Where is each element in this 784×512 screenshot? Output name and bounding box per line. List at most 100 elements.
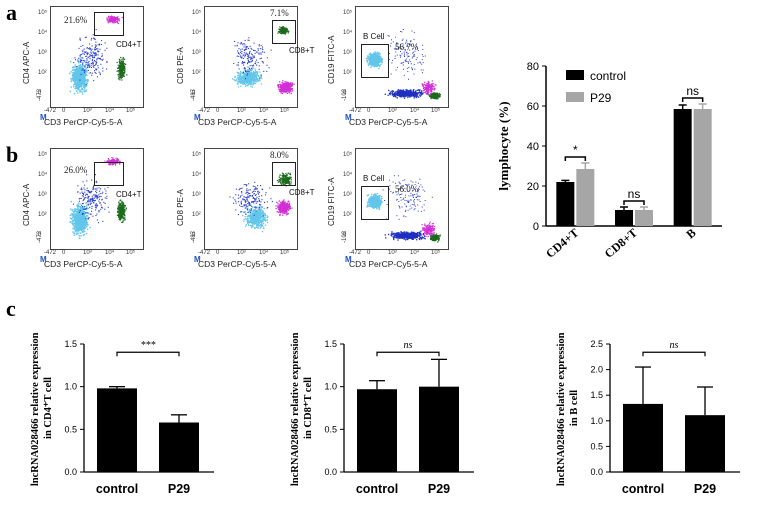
scatter-dots	[232, 26, 295, 95]
significance-label: *	[573, 143, 578, 157]
y-axis-label: CD4 APC-A	[22, 183, 31, 226]
y-axis-title: lncRNA028466 relative expression in CD4⁺…	[30, 330, 54, 486]
flow-plot-cd8-row-a	[204, 6, 298, 108]
y-axis-label: CD19 FITC-A	[327, 35, 336, 84]
gate-box	[272, 162, 296, 186]
y-tick-label: -472	[37, 88, 43, 101]
y-tick-label: 10²	[192, 70, 201, 76]
legend-label-P29: P29	[590, 91, 612, 105]
y-tick-label: 40	[527, 141, 539, 153]
gate-box	[94, 162, 124, 186]
x-tick-label: 0	[62, 250, 66, 256]
bar-P29	[419, 386, 459, 472]
significance-bracket	[376, 351, 440, 357]
scatter-dots	[69, 157, 127, 240]
scatter-dots	[366, 29, 441, 100]
gate-box	[361, 44, 389, 78]
bar-control-CD4+T	[556, 182, 575, 226]
gate-label: CD4+T	[116, 190, 142, 199]
y-tick-label: 10³	[343, 192, 352, 198]
y-tick-label: 0.5	[324, 424, 337, 434]
significance-label: ***	[141, 340, 156, 351]
y-tick-label: -487	[191, 230, 197, 243]
gate-percentage: 26.0%	[64, 165, 88, 175]
y-tick-label: 60	[527, 101, 539, 113]
y-tick-label: 1.5	[324, 339, 337, 349]
y-axis-label: CD4 APC-A	[22, 41, 31, 84]
y-tick-label: 20	[527, 181, 539, 193]
y-tick-label: 10²	[343, 70, 352, 76]
legend-label-control: control	[590, 69, 626, 83]
y-tick-label: 0	[38, 90, 42, 96]
x-tick-label: P29	[694, 482, 716, 496]
x-tick-label: control	[96, 482, 138, 496]
bar-P29-B	[693, 109, 712, 226]
gate-box	[272, 20, 296, 44]
x-tick-label: -472	[349, 250, 362, 256]
x-tick-label: B	[683, 226, 698, 242]
x-tick-label: 0	[62, 108, 66, 114]
bar-control-CD8+T	[615, 210, 633, 226]
y-axis-label: CD8 PE-A	[176, 189, 185, 226]
m-marker: M	[194, 255, 201, 264]
scatter-dots	[366, 175, 441, 243]
x-axis-label: CD3 PerCP-Cy5-5-A	[44, 117, 123, 127]
y-axis-title: lymphocyte (%)	[496, 101, 511, 190]
gate-percentage: 56.7%	[395, 42, 419, 52]
bar-control	[97, 388, 137, 472]
y-tick-label: 1.5	[590, 390, 603, 400]
significance-label: ns	[404, 340, 413, 351]
gate-label: B Cell	[363, 32, 385, 41]
x-tick-label: control	[622, 482, 664, 496]
y-tick-label: 0.0	[590, 467, 603, 477]
flow-plot-cd8-row-b	[204, 148, 298, 250]
x-tick-label: -472	[198, 250, 211, 256]
y-axis-label: CD19 FITC-A	[327, 177, 336, 226]
y-tick-label: 80	[527, 61, 539, 73]
x-tick-label: CD4+T	[543, 226, 581, 261]
x-tick-label: P29	[428, 482, 450, 496]
significance-bracket	[623, 200, 645, 205]
x-tick-label: -472	[198, 108, 211, 114]
y-axis-label: CD8 PE-A	[176, 47, 185, 84]
x-tick-label: 10⁴	[105, 108, 115, 114]
y-tick-label: 10⁴	[192, 172, 202, 178]
y-tick-label: 10³	[343, 50, 352, 56]
bar-P29-CD8+T	[635, 210, 653, 226]
y-tick-label: 10⁴	[343, 172, 353, 178]
gate-percentage: 7.1%	[270, 8, 289, 18]
y-tick-label: 0.0	[324, 467, 337, 477]
significance-label: ns	[670, 340, 679, 351]
legend-swatch-control	[566, 70, 584, 80]
y-tick-label: 10²	[343, 212, 352, 218]
y-tick-label: 0	[343, 90, 347, 96]
m-marker: M	[194, 113, 201, 122]
y-tick-label: 10⁴	[38, 172, 48, 178]
x-tick-label: -472	[44, 250, 57, 256]
bar-control	[357, 389, 397, 472]
flow-plot-cd4-row-a	[50, 6, 144, 108]
x-tick-label: 10⁵	[126, 250, 136, 256]
y-tick-label: 10²	[38, 70, 47, 76]
m-marker: M	[345, 255, 352, 264]
y-tick-label: 1.0	[324, 382, 337, 392]
panel-label-c: c	[6, 296, 16, 321]
y-tick-label: 10³	[38, 50, 47, 56]
x-tick-label: 10⁴	[259, 250, 269, 256]
gate-box	[94, 12, 124, 36]
y-tick-label: 2.0	[590, 365, 603, 375]
y-tick-label: 0.5	[590, 441, 603, 451]
flow-plot-cd19-row-b	[355, 148, 449, 250]
x-tick-label: 0	[367, 108, 371, 114]
m-marker: M	[345, 113, 352, 122]
y-tick-label: 10⁵	[192, 152, 202, 158]
x-tick-label: 10⁵	[431, 250, 441, 256]
bar-P29	[685, 415, 725, 472]
y-tick-label: 10⁵	[192, 10, 202, 16]
flow-plot-cd4-row-b	[50, 148, 144, 250]
y-axis-title: lncRNA028466 relative expression in CD8⁺…	[290, 330, 314, 486]
x-axis-label: CD3 PerCP-Cy5-5-A	[349, 259, 428, 269]
y-tick-label: 10³	[192, 50, 201, 56]
y-tick-label: 1.0	[590, 416, 603, 426]
panel-label-b: b	[6, 142, 19, 167]
